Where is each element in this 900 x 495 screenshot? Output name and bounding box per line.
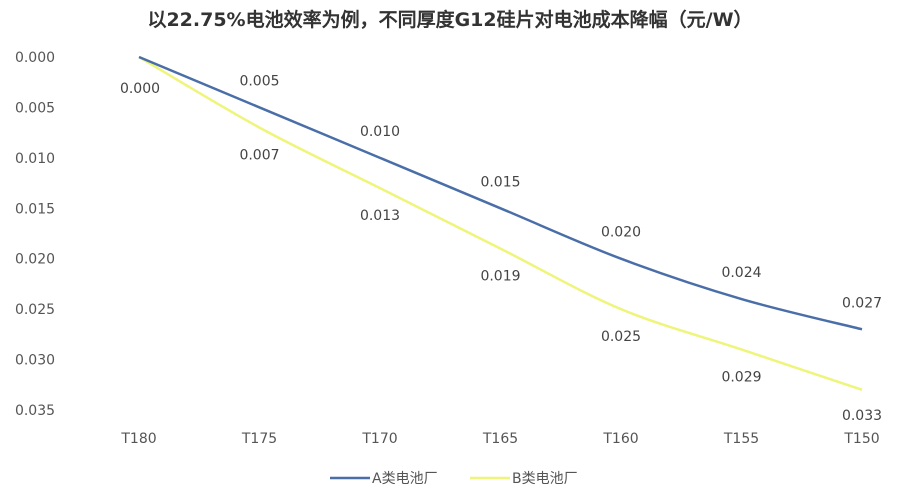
data-label: 0.013 [360,208,400,224]
x-tick-label: T160 [602,431,638,447]
data-label: 0.007 [239,148,279,164]
x-tick-label: T180 [120,431,156,447]
y-tick-label: 0.035 [15,403,55,419]
x-tick-label: T150 [843,431,879,447]
data-label: 0.010 [360,124,400,140]
legend-label: B类电池厂 [512,471,578,487]
series-line-a [138,55,863,331]
series-line-b [138,55,863,392]
data-label: 0.019 [480,269,520,285]
data-label: 0.024 [721,265,761,281]
y-tick-label: 0.005 [15,100,55,116]
x-tick-label: T155 [723,431,759,447]
data-label: 0.029 [721,369,761,385]
legend-label: A类电池厂 [372,471,438,487]
data-label: 0.000 [120,81,160,97]
data-label: 0.015 [480,174,520,190]
data-label: 0.020 [601,225,641,241]
data-label: 0.027 [842,295,882,311]
x-tick-label: T170 [361,431,397,447]
data-label: 0.025 [601,329,641,345]
y-tick-label: 0.020 [15,252,55,268]
data-label: 0.005 [239,73,279,89]
x-tick-label: T175 [241,431,277,447]
y-tick-label: 0.010 [15,151,55,167]
y-tick-label: 0.015 [15,201,55,217]
y-tick-label: 0.030 [15,353,55,369]
y-tick-label: 0.000 [15,50,55,66]
chart-title: 以22.75%电池效率为例，不同厚度G12硅片对电池成本降幅（元/W） [147,8,752,31]
y-tick-label: 0.025 [15,302,55,318]
x-tick-label: T165 [482,431,518,447]
data-label: 0.033 [842,408,882,424]
